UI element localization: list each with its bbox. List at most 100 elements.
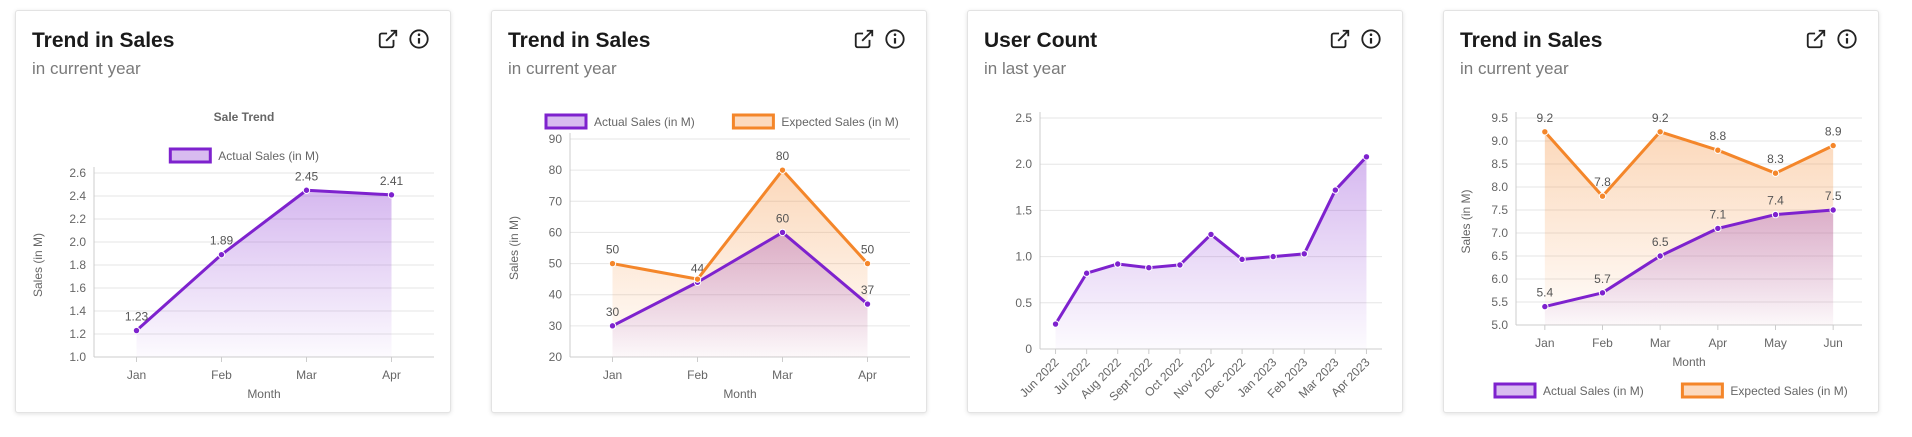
y-tick-label: 1.2 [69,327,86,341]
data-point [1541,128,1549,136]
card-sales-trend-1: Trend in Sales in current year 1.0 1.2 1.4… [15,10,451,413]
y-tick-label: 8.5 [1491,157,1508,171]
x-tick-label: Mar [772,368,793,382]
card-title: Trend in Sales [508,29,651,52]
series-line [612,168,869,281]
open-external-icon[interactable] [1329,28,1351,50]
data-point [778,228,787,237]
data-label: 7.5 [1825,189,1842,203]
series-area [136,190,392,357]
data-label: 2.45 [295,169,319,183]
data-point [1598,289,1607,297]
data-point [132,326,141,335]
x-tick-label: Apr [1708,336,1727,350]
y-tick-label: 90 [549,132,563,146]
data-label: 37 [861,283,875,297]
card-subtitle: in last year [984,59,1067,78]
data-point [1300,250,1308,258]
card-title: User Count [984,29,1098,52]
data-point [863,300,872,308]
info-icon[interactable] [884,28,906,50]
card-sales-trend-2: Trend in Sales in current year 20 30 40 50 6… [491,10,927,413]
y-tick-label: 7.0 [1491,226,1508,240]
data-point [1714,224,1722,233]
data-point [608,322,617,330]
open-external-icon[interactable] [377,28,399,50]
y-tick-label: 50 [549,257,563,271]
x-tick-label: Mar [296,368,317,382]
data-point [1771,210,1780,219]
y-tick-label: 60 [549,225,563,239]
y-tick-label: 9.0 [1491,134,1508,148]
data-label: 1.89 [210,234,234,248]
x-tick-label: May [1764,336,1787,350]
x-axis-label: Month [1672,355,1705,369]
legend-swatch [544,113,588,130]
info-icon[interactable] [1360,28,1382,50]
data-point [1656,252,1664,260]
data-label: 50 [861,243,875,257]
data-point [1541,302,1549,311]
card-subtitle: in current year [1460,59,1569,78]
x-tick-label: Feb [211,368,232,382]
card-title: Trend in Sales [32,29,175,52]
y-tick-label: 70 [549,194,563,208]
card-user-count: User Count in last year 0 0.5 1.0 1.5 2.0 2.5… [967,10,1403,413]
y-tick-label: 6.0 [1491,272,1508,286]
data-point [778,166,787,174]
y-tick-label: 1.5 [1015,203,1032,217]
x-tick-label: Jun 2022 [1017,355,1062,400]
x-tick-label: Jun [1823,336,1842,350]
data-point [1238,255,1246,264]
series-area [1055,156,1367,349]
x-axis-label: Month [247,387,280,401]
data-point [1269,252,1277,261]
data-label: 9.2 [1652,111,1669,125]
sales-trend-chart: 1.0 1.2 1.4 1.6 1.8 2.0 2.2 2.4 2.6 Jan Feb Mar Apr 1… [31,110,434,401]
data-point [1207,230,1215,239]
y-tick-label: 0 [1025,342,1032,356]
data-point [302,186,311,194]
legend-swatch [731,113,775,130]
data-point [608,259,617,268]
y-tick-label: 30 [549,319,563,333]
data-point [387,191,396,199]
data-label: 5.7 [1594,272,1611,286]
actual-vs-expected-chart: 20 30 40 50 60 70 80 90 Jan Feb Mar Apr 30 44 60 37 50 80… [507,113,910,401]
y-tick-label: 1.8 [69,258,86,272]
y-tick-label: 0.5 [1015,296,1032,310]
x-tick-label: Jan [603,368,622,382]
data-label: 8.9 [1825,125,1842,139]
data-label: 7.4 [1767,194,1784,208]
data-label: 7.8 [1594,175,1611,189]
y-tick-label: 20 [549,350,563,364]
y-tick-label: 1.4 [69,304,86,318]
info-icon[interactable] [1836,28,1858,50]
legend-swatch [1680,382,1724,399]
x-tick-label: Apr [858,368,877,382]
data-point [1829,206,1837,214]
card-title: Trend in Sales [1460,29,1603,52]
series-line [1544,208,1834,309]
info-icon[interactable] [408,28,430,50]
legend-label: Expected Sales (in M) [1730,384,1847,398]
card-subtitle: in current year [508,59,617,78]
data-label: 1.23 [125,310,149,324]
data-point [1082,269,1091,277]
open-external-icon[interactable] [853,28,875,50]
data-label: 9.2 [1536,111,1553,125]
data-point [1331,186,1340,194]
x-tick-label: Feb [687,368,708,382]
data-point [1114,260,1122,268]
data-label: 2.41 [380,174,404,188]
x-axis-label: Month [723,387,756,401]
data-label: 30 [606,305,620,319]
data-point [217,250,226,259]
data-label: 80 [776,149,790,163]
open-external-icon[interactable] [1805,28,1827,50]
data-label: 44 [691,261,705,275]
series-line [1543,130,1834,198]
x-tick-label: Mar [1650,336,1671,350]
card-subtitle: in current year [32,59,141,78]
series-line [611,230,869,328]
